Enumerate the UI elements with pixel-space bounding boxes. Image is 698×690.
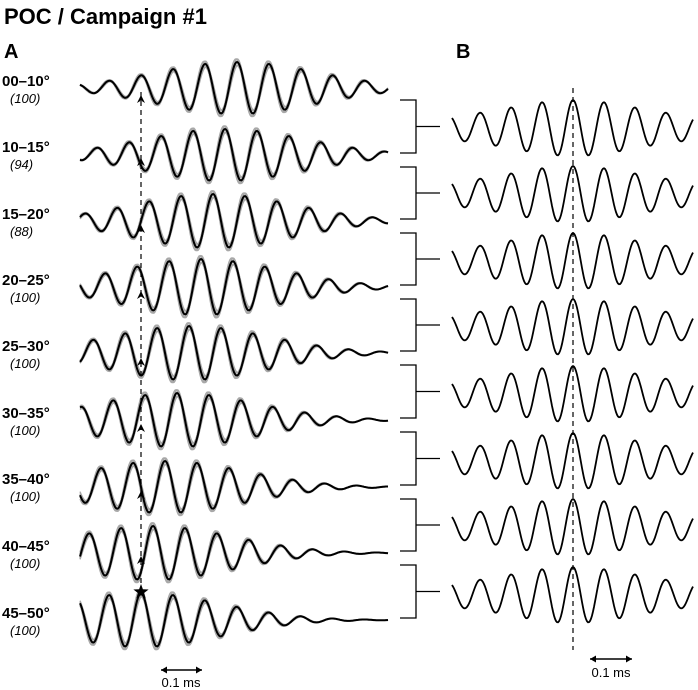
count-label: (100) <box>10 556 40 571</box>
count-label: (100) <box>10 623 40 638</box>
stacked-trace-row <box>79 457 388 517</box>
bin-label: 30–35° <box>2 405 50 422</box>
mean-trace <box>79 459 388 514</box>
count-label: (100) <box>10 290 40 305</box>
arrowhead-icon <box>137 424 145 432</box>
count-label: (100) <box>10 489 40 504</box>
mean-trace <box>79 524 389 581</box>
figure-title: POC / Campaign #1 <box>4 4 207 29</box>
bracket <box>400 232 440 286</box>
arrowhead-icon <box>137 158 145 166</box>
star-icon <box>133 584 149 599</box>
bracket <box>400 166 440 220</box>
arrowhead-icon <box>137 95 145 103</box>
correlation-trace <box>451 164 694 223</box>
bracket <box>400 99 440 154</box>
scale-bar-b: 0.1 ms <box>590 655 632 680</box>
bin-label: 00–10° <box>2 73 50 90</box>
mean-trace <box>79 60 389 115</box>
panel-a-label: A <box>4 41 18 63</box>
mean-trace <box>79 391 389 448</box>
scale-bar-b-label: 0.1 ms <box>591 665 631 680</box>
mean-trace <box>79 127 389 182</box>
bin-label: 15–20° <box>2 206 50 223</box>
pairing-brackets <box>400 99 440 619</box>
bin-label: 25–30° <box>2 338 50 355</box>
stacked-trace-row <box>79 389 389 451</box>
stacked-trace-row <box>79 589 389 651</box>
arrowhead-icon <box>137 491 145 499</box>
bracket <box>400 364 440 419</box>
scale-bar-a-label: 0.1 ms <box>161 675 201 690</box>
stacked-trace-row <box>79 254 389 319</box>
stacked-trace-row <box>79 190 389 252</box>
arrowhead-icon <box>137 358 145 366</box>
count-label: (94) <box>10 157 33 172</box>
bracket <box>400 431 440 486</box>
bin-label: 45–50° <box>2 605 50 622</box>
arrowhead-icon <box>137 291 145 299</box>
stacked-trace-row <box>79 522 389 584</box>
panel-a-markers <box>133 92 149 599</box>
count-label: (88) <box>10 224 33 239</box>
mean-trace <box>79 324 389 381</box>
count-label: (100) <box>10 423 40 438</box>
mean-trace <box>79 192 389 249</box>
individual-trace <box>79 261 389 312</box>
stacked-trace-row <box>79 125 389 185</box>
individual-trace <box>79 258 389 316</box>
bracket <box>400 498 440 552</box>
bin-label: 35–40° <box>2 471 50 488</box>
count-label: (100) <box>10 356 40 371</box>
mean-trace <box>79 591 389 648</box>
bin-label: 10–15° <box>2 139 50 156</box>
individual-trace <box>79 460 388 514</box>
row-labels: 00–10° (100) 10–15° (94) 15–20° (88) 20–… <box>2 73 50 638</box>
panel-b-traces <box>451 88 694 650</box>
stacked-trace-row <box>79 58 389 118</box>
individual-trace <box>79 128 389 182</box>
scale-bar-a: 0.1 ms <box>161 666 202 690</box>
correlation-trace <box>451 364 694 423</box>
mean-trace <box>79 257 389 316</box>
bracket <box>400 298 440 352</box>
panel-b-label: B <box>456 41 470 63</box>
panel-a-traces <box>79 58 389 651</box>
correlation-trace <box>451 497 694 556</box>
bin-label: 40–45° <box>2 538 50 555</box>
bracket <box>400 564 440 619</box>
arrowhead-icon <box>137 556 145 564</box>
individual-trace <box>79 261 389 312</box>
individual-trace <box>79 258 389 316</box>
arrowhead-icon <box>137 225 145 233</box>
stacked-trace-row <box>79 322 389 384</box>
count-label: (100) <box>10 91 40 106</box>
bin-label: 20–25° <box>2 272 50 289</box>
